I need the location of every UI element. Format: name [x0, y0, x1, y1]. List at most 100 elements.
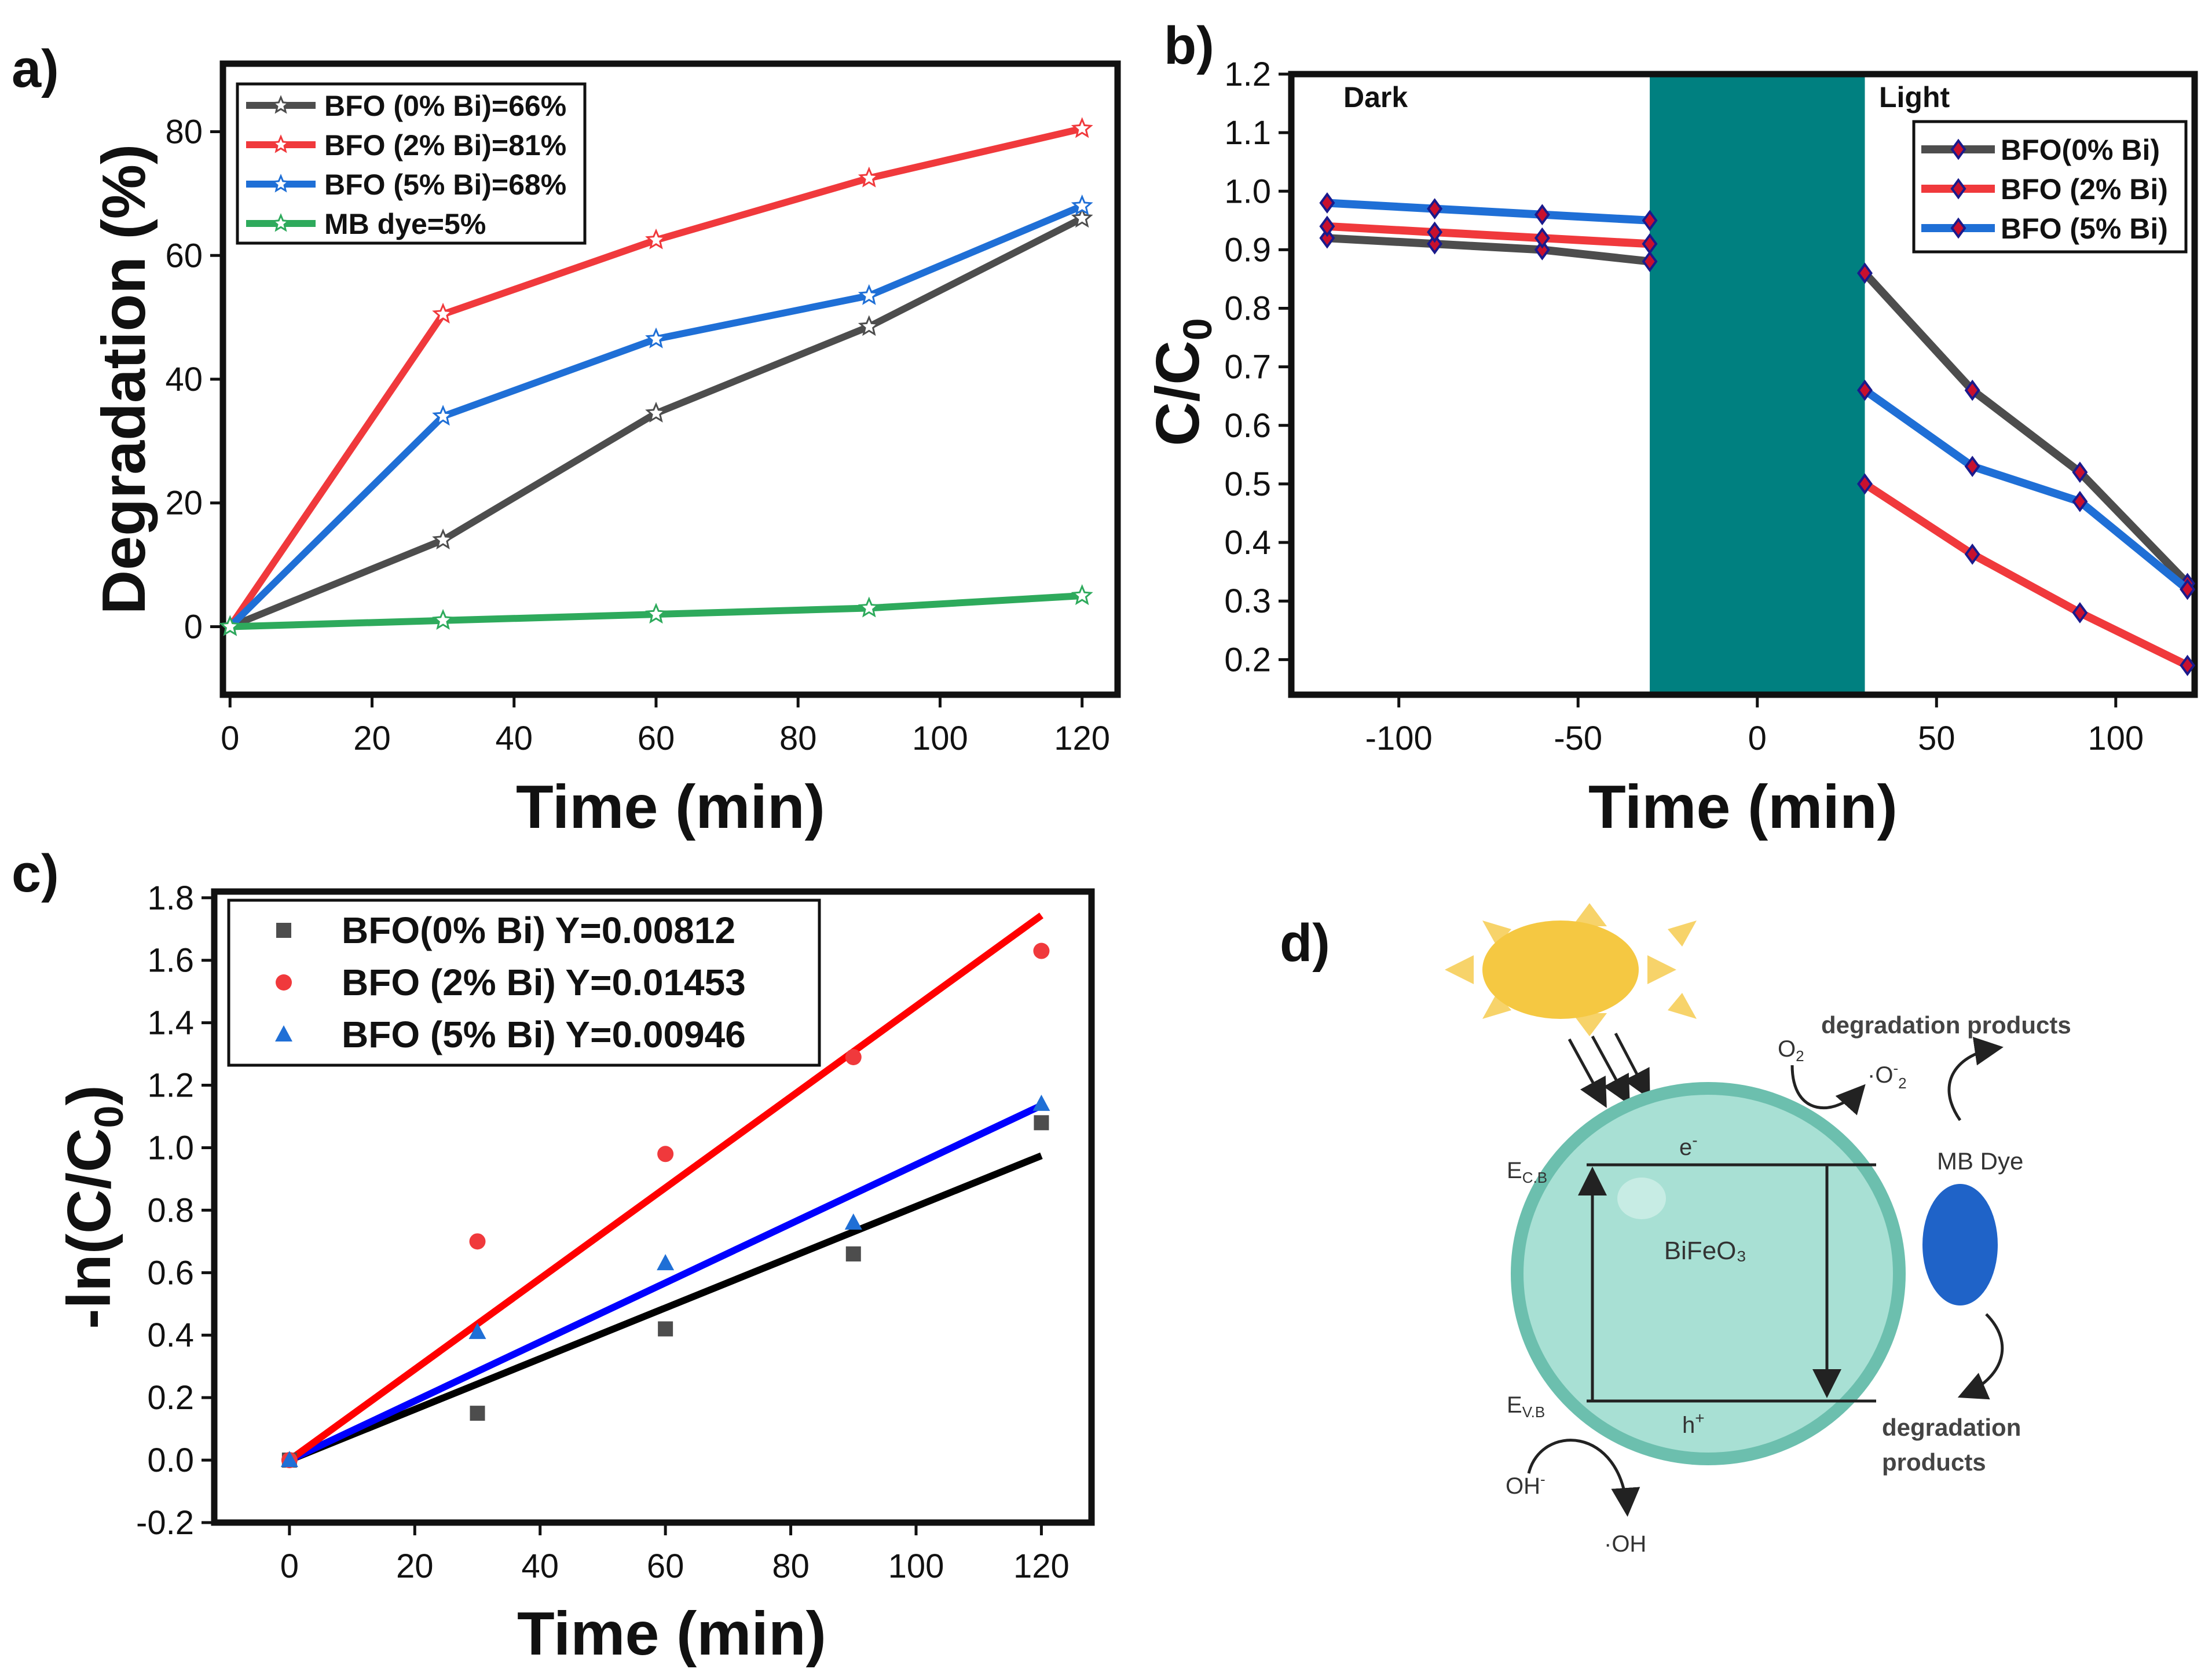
panel-c-point	[1034, 1115, 1049, 1131]
panel-c-legend-marker	[276, 974, 292, 991]
panel-b-point	[1856, 262, 1873, 284]
panel-c-legend-label: BFO (5% Bi) Y=0.00946	[342, 1014, 746, 1055]
panel-a-x-tick-label: 80	[779, 720, 817, 757]
mb-dye-label: MB Dye	[1937, 1147, 2023, 1175]
panel-b-point	[1534, 239, 1550, 261]
panel-b-series-line-0	[1862, 270, 2191, 586]
panel-b-x-tick-label: 50	[1918, 720, 1955, 757]
panel-a-y-tick-label: 20	[165, 485, 203, 522]
panel-b-legend-label: BFO(0% Bi)	[2001, 134, 2160, 166]
panel-c-fit-line-0	[288, 1152, 1043, 1464]
panel-d-diagram: EC.B EV.B e- h+ BiFeO₃ O2 ·O-2 degradati…	[1445, 903, 2071, 1557]
o2-reduction-arrow	[1790, 1065, 1866, 1116]
panel-b-series-line-1	[1327, 222, 1650, 248]
degradation-products-bottom-2: products	[1882, 1448, 1986, 1476]
evb-label-main: E	[1507, 1392, 1522, 1418]
panel-a-point	[645, 327, 667, 349]
panel-b-series-line-2	[1327, 199, 1650, 225]
superoxide-label-sub: 2	[1898, 1074, 1906, 1092]
panel-a-point	[219, 615, 241, 636]
panel-c-point	[1032, 1094, 1050, 1111]
panel-a-y-tick-label: 40	[165, 361, 203, 398]
hydroxyl-radical-label: ·OH	[1604, 1531, 1646, 1557]
panel-a-x-tick-label: 20	[353, 720, 391, 757]
panel-b-series-line-1	[1862, 481, 2189, 669]
panel-c-point	[470, 1406, 485, 1421]
panel-b-y-axis-label-main: C/C	[1144, 340, 1212, 446]
panel-a-point	[1071, 117, 1093, 138]
dye-to-products-arrow	[1947, 1036, 2004, 1121]
panel-c-legend-box	[227, 898, 821, 1067]
panel-b-point	[1856, 473, 1873, 495]
panel-b-series-line-2	[1862, 387, 2191, 593]
panel-b-point	[2180, 655, 2196, 676]
panel-c-x-tick-label: 120	[1013, 1547, 1070, 1585]
o2-label: O2	[1778, 1036, 1804, 1065]
superoxide-label: ·O-2	[1867, 1059, 1907, 1092]
panel-b-point	[1319, 227, 1335, 249]
panel-b-y-axis-label: C/C0	[1144, 318, 1220, 446]
degradation-products-bottom-1: degradation	[1882, 1414, 2021, 1441]
panel-a-point	[1071, 194, 1093, 215]
panel-b-point	[1964, 456, 1980, 477]
panel-label-d: d)	[1280, 914, 1330, 973]
panel-b-y-tick-label: 1.0	[1224, 173, 1271, 210]
ecb-label-main: E	[1507, 1158, 1522, 1183]
panel-b-x-tick-label: -100	[1365, 720, 1433, 757]
panel-c-y-tick-label: 0.8	[147, 1191, 194, 1229]
panel-b-y-tick-label: 0.9	[1224, 231, 1271, 269]
panel-c-point	[657, 1146, 674, 1162]
panel-a-series-line-0	[229, 215, 1084, 630]
superoxide-label-main: ·O	[1867, 1062, 1893, 1088]
panel-a-point	[858, 284, 880, 305]
panel-c-point	[657, 1254, 675, 1271]
panel-a-legend-label: MB dye=5%	[324, 208, 486, 240]
panel-b-dark-label: Dark	[1343, 81, 1408, 113]
panel-a-point	[432, 608, 454, 630]
panel-b-legend-label: BFO (5% Bi)	[2001, 212, 2168, 245]
panel-b-x-tick-label: 0	[1748, 720, 1767, 757]
panel-b-point	[1964, 379, 1980, 401]
panel-b-point	[1427, 198, 1443, 219]
panel-c-y-axis-label-end: )	[55, 1085, 123, 1105]
panel-b-point	[1319, 215, 1335, 237]
panel-b-point	[1642, 210, 1658, 232]
panel-c-y-tick-label: 1.8	[147, 879, 194, 917]
panel-b-y-tick-label: 0.4	[1224, 524, 1271, 562]
panel-a-legend-marker	[270, 174, 291, 193]
panel-c-frame	[211, 888, 1095, 1526]
panel-a-point	[858, 596, 880, 618]
panel-a-legend-label: BFO (5% Bi)=68%	[324, 168, 566, 201]
panel-c-fit-line-2	[288, 1102, 1043, 1464]
panel-a-point	[645, 603, 667, 624]
panel-b-point	[1319, 192, 1335, 214]
o2-label-main: O	[1778, 1036, 1796, 1062]
panel-c-point	[845, 1048, 862, 1065]
panel-label-b: b)	[1164, 16, 1214, 75]
panel-c-legend-marker	[276, 923, 291, 938]
panel-c-point	[845, 1246, 861, 1261]
panel-b-point	[1427, 221, 1443, 243]
panel-b-point	[1642, 251, 1658, 273]
panel-b-light-off-band	[1650, 74, 1865, 695]
panel-a-legend-label: BFO (2% Bi)=81%	[324, 129, 566, 162]
panel-c-y-tick-label: -0.2	[136, 1504, 194, 1542]
hole-label-sup: +	[1695, 1409, 1704, 1427]
panel-a-y-tick-label: 60	[165, 237, 203, 274]
particle-highlight	[1617, 1178, 1666, 1219]
panel-b-y-tick-label: 0.7	[1224, 349, 1271, 386]
panel-b-y-tick-label: 0.5	[1224, 465, 1271, 503]
panel-a-legend-marker	[270, 213, 291, 232]
panel-b-series-line-0	[1327, 234, 1650, 266]
electron-label: e-	[1679, 1131, 1698, 1160]
panel-b-chart: -100 -50 0 50 100 0.2 0.3 0.4 0.5 0.6 0.7 0.8 0.9 1.0…	[1144, 56, 2198, 841]
sun-icon	[1445, 903, 1697, 1036]
panel-c-y-axis-label-main: -ln(C/C	[55, 1128, 123, 1329]
panel-a-y-axis-label: Degradation (%)	[90, 144, 158, 615]
panel-label-c: c)	[12, 844, 59, 903]
panel-c-y-axis-label-sub: 0	[86, 1106, 131, 1128]
panel-b-y-tick-label: 1.2	[1224, 56, 1271, 93]
oxidation-arrow	[1527, 1439, 1640, 1517]
dye-degradation-arrow	[1957, 1313, 2004, 1400]
panel-a-x-tick-label: 100	[912, 720, 968, 757]
